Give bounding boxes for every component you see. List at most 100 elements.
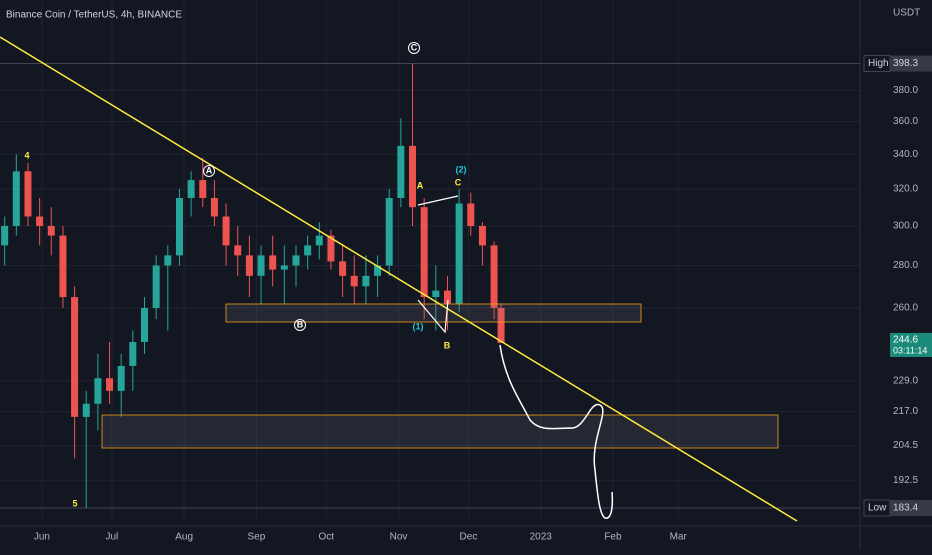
y-tick-label: 280.0 (893, 260, 918, 271)
candle-body (71, 297, 79, 417)
y-tick-label: 380.0 (893, 85, 918, 96)
support-zone (225, 303, 642, 323)
candle-body (467, 203, 475, 226)
candle-body (222, 216, 230, 246)
candle-body (339, 261, 347, 276)
candle-body (59, 235, 67, 298)
x-tick-label: Feb (604, 532, 622, 543)
y-tick-label: 340.0 (893, 149, 918, 160)
candle-body (36, 216, 44, 226)
x-tick-label: Aug (175, 532, 193, 543)
high-label: High (868, 58, 889, 69)
candle-body (257, 255, 265, 276)
candle-body (327, 235, 335, 262)
candle-body (82, 403, 90, 417)
trend-line (0, 36, 798, 522)
label-circle (294, 319, 306, 331)
y-tick-label: 204.5 (893, 440, 918, 451)
x-tick-label: Mar (670, 532, 688, 543)
candle-body (280, 265, 288, 270)
x-tick-label: Sep (247, 532, 265, 543)
y-tick-label: 300.0 (893, 221, 918, 232)
candle-body (315, 235, 323, 246)
wave-line (417, 195, 459, 206)
low-label: Low (868, 503, 887, 514)
circled-labels (203, 42, 420, 331)
candle-body (152, 265, 160, 308)
last-price: 244.6 (893, 335, 918, 346)
candle-body (129, 342, 137, 366)
y-tick-label: 229.0 (893, 375, 918, 386)
grid-layer (0, 0, 860, 520)
wave-label: B (297, 319, 304, 329)
chart-title: Binance Coin / TetherUS, 4h, BINANCE (6, 10, 182, 21)
currency-label: USDT (893, 8, 920, 19)
wave-label: (1) (413, 321, 424, 331)
candle-body (385, 198, 393, 266)
candle-body (141, 307, 148, 343)
x-tick-label: Dec (460, 532, 478, 543)
y-tick-label: 217.0 (893, 406, 918, 417)
y-tick-label: 192.5 (893, 475, 918, 486)
wave-label: 4 (24, 150, 29, 160)
target-zone (101, 414, 779, 449)
wave-label: B (444, 340, 451, 350)
candle-body (94, 378, 102, 404)
low-value-box (890, 500, 932, 517)
low-value: 183.4 (893, 503, 918, 514)
candle-body (350, 275, 358, 287)
candle-body (234, 245, 242, 256)
x-tick-label: Jul (105, 532, 118, 543)
label-circle (408, 42, 420, 54)
candle-body (443, 290, 451, 304)
candle-body (187, 180, 195, 199)
candle-body (374, 265, 382, 276)
wave-label: C (411, 42, 418, 52)
y-tick-label: 260.0 (893, 303, 918, 314)
candle-body (210, 198, 218, 217)
x-tick-label: Oct (319, 532, 335, 543)
x-tick-label: Jun (34, 532, 50, 543)
wave-line (417, 299, 449, 334)
candle-body (304, 245, 312, 256)
candle-body (245, 255, 253, 276)
wave-label: C (455, 177, 462, 187)
candle-body (478, 225, 486, 246)
candle-body (106, 378, 114, 391)
candle-body (362, 275, 370, 287)
high-value-box (890, 55, 932, 72)
candle-body (199, 180, 207, 199)
candle-body (269, 255, 277, 270)
candle-body (24, 171, 32, 217)
wave-label: A (206, 165, 213, 175)
candle-body (420, 207, 428, 298)
candle-body (1, 225, 9, 246)
y-tick-label: 320.0 (893, 184, 918, 195)
high-value: 398.3 (893, 58, 918, 69)
candle-body (397, 145, 405, 199)
y-tick-label: 360.0 (893, 116, 918, 127)
candle-body (292, 255, 300, 266)
projection-path (499, 344, 614, 519)
wave-label: (2) (456, 164, 467, 174)
candle-body (497, 307, 505, 343)
candle-body (164, 255, 172, 266)
label-circle (203, 165, 215, 177)
candle-body (117, 365, 125, 391)
candle-body (12, 171, 20, 226)
candle-body (432, 290, 440, 298)
wave-label: 5 (72, 498, 77, 508)
candle-body (175, 198, 183, 256)
candle-body (47, 225, 55, 236)
x-tick-label: 2023 (530, 532, 553, 543)
candle-body (409, 145, 417, 208)
x-tick-label: Nov (390, 532, 408, 543)
candle-body (455, 203, 463, 304)
candle-body (490, 245, 498, 308)
candle-layer (1, 63, 505, 509)
wave-label: A (417, 180, 424, 190)
